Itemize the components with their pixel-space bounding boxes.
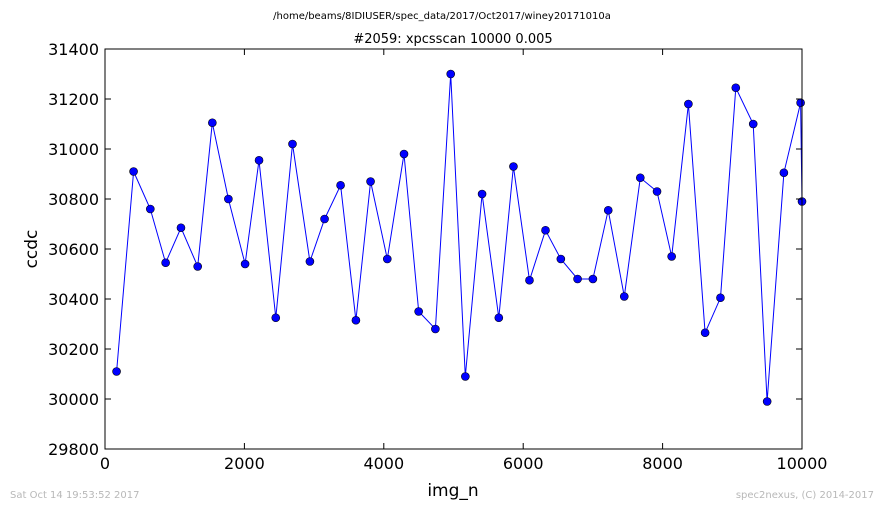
chart-suptitle: /home/beams/8IDIUSER/spec_data/2017/Oct2… [273, 11, 611, 22]
y-tick-label: 30400 [48, 290, 99, 309]
data-point [288, 139, 297, 149]
data-point [509, 162, 518, 171]
x-tick-label: 4000 [363, 454, 404, 473]
data-point [716, 293, 725, 303]
data-point [224, 194, 233, 204]
data-point [336, 180, 345, 190]
y-tick-label: 31200 [48, 90, 99, 109]
data-point [556, 254, 566, 264]
data-point [796, 98, 805, 108]
data-point [254, 155, 264, 165]
data-point [779, 168, 789, 178]
data-point [525, 275, 534, 285]
x-tick-label: 2000 [224, 454, 265, 473]
data-point [700, 328, 710, 338]
data-point [161, 258, 170, 268]
data-point [446, 69, 456, 79]
data-point [271, 313, 281, 323]
data-point [305, 257, 315, 266]
data-point [146, 204, 155, 214]
y-axis-label: ccdc [22, 230, 42, 269]
data-point [366, 177, 375, 186]
plot-area: 0 2000 4000 6000 8000 10000 29800 30000 30200 304… [48, 40, 827, 473]
data-point [208, 118, 217, 128]
footer-credit: spec2nexus, (C) 2014-2017 [736, 490, 874, 501]
chart-title: #2059: xpcsscan 10000 0.005 [353, 32, 552, 47]
x-axis-label: img_n [427, 481, 478, 501]
x-tick-label: 0 [100, 454, 110, 473]
x-tick-label: 8000 [642, 454, 683, 473]
y-tick-label: 30200 [48, 340, 99, 359]
data-point [573, 274, 582, 284]
y-tick-label: 31000 [48, 140, 99, 159]
y-tick-label: 29800 [48, 440, 99, 459]
data-point [320, 214, 329, 224]
data-point [541, 225, 550, 235]
data-point [494, 313, 504, 323]
data-point [431, 324, 440, 334]
data-point [762, 397, 772, 406]
data-point [240, 259, 250, 269]
data-point [193, 262, 203, 271]
y-tick-label: 30600 [48, 240, 99, 259]
data-point [414, 307, 423, 316]
data-point [603, 205, 613, 215]
data-point [112, 367, 121, 376]
x-tick-label: 10000 [777, 454, 828, 473]
data-point [635, 173, 645, 183]
series-line [116, 73, 803, 402]
data-point [129, 167, 138, 176]
x-tick-label: 6000 [503, 454, 544, 473]
data-point [667, 252, 676, 261]
series-layer [112, 69, 807, 406]
data-point [652, 187, 662, 196]
data-point [176, 223, 186, 233]
y-tick-label: 31400 [48, 40, 99, 59]
data-point [588, 274, 598, 284]
footer-timestamp: Sat Oct 14 19:53:52 2017 [10, 490, 140, 501]
data-point [399, 149, 409, 159]
data-point [748, 119, 758, 129]
y-tick-label: 30800 [48, 190, 99, 209]
ticks-layer: 0 2000 4000 6000 8000 10000 29800 30000 30200 304… [48, 40, 827, 473]
data-point [731, 83, 741, 93]
data-point [351, 315, 361, 325]
axes-frame [104, 48, 803, 450]
data-point [382, 254, 392, 264]
data-point [619, 292, 629, 301]
y-tick-label: 30000 [48, 390, 99, 409]
data-point [461, 372, 470, 381]
data-point [477, 189, 487, 199]
data-point [684, 99, 693, 109]
